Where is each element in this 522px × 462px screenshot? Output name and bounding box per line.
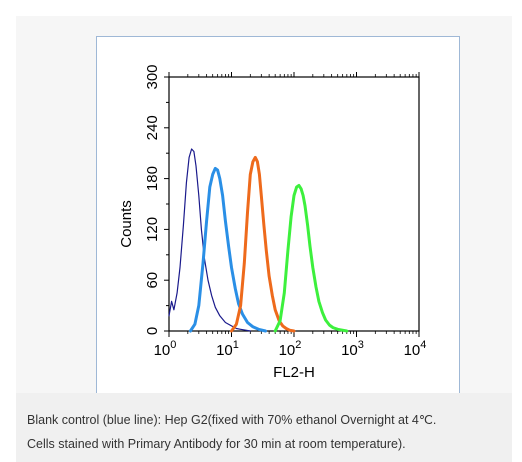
caption-line-2: Cells stained with Primary Antibody for … xyxy=(27,437,406,451)
histogram-series-line xyxy=(230,155,296,333)
histogram-chart: 0 60 120 180 240 300 100 101 102 103 104 FL2-H Count… xyxy=(118,64,427,381)
y-tick-label: 240 xyxy=(144,115,161,140)
y-tick-label: 60 xyxy=(144,272,161,289)
histogram-series-line xyxy=(273,183,349,333)
y-tick-label: 180 xyxy=(144,166,161,191)
histogram-series-line xyxy=(188,166,267,333)
y-axis-title: Counts xyxy=(118,200,135,248)
caption-line-1: Blank control (blue line): Hep G2(fixed … xyxy=(27,413,437,427)
y-tick-label: 0 xyxy=(144,327,161,335)
figure-caption: Blank control (blue line): Hep G2(fixed … xyxy=(16,393,512,462)
histogram-series-line xyxy=(168,148,251,332)
x-tick-label: 104 xyxy=(404,339,427,359)
y-tick-label: 300 xyxy=(144,64,161,89)
x-tick-label: 101 xyxy=(216,339,239,359)
figure-frame: 0 60 120 180 240 300 100 101 102 103 104 FL2-H Count… xyxy=(96,36,460,402)
x-tick-label: 100 xyxy=(154,339,177,359)
x-axis-title: FL2-H xyxy=(273,364,315,381)
y-tick-label: 120 xyxy=(144,217,161,242)
x-tick-label: 102 xyxy=(279,339,302,359)
x-tick-label: 103 xyxy=(341,339,364,359)
figure-card: 0 60 120 180 240 300 100 101 102 103 104 FL2-H Count… xyxy=(16,16,512,402)
